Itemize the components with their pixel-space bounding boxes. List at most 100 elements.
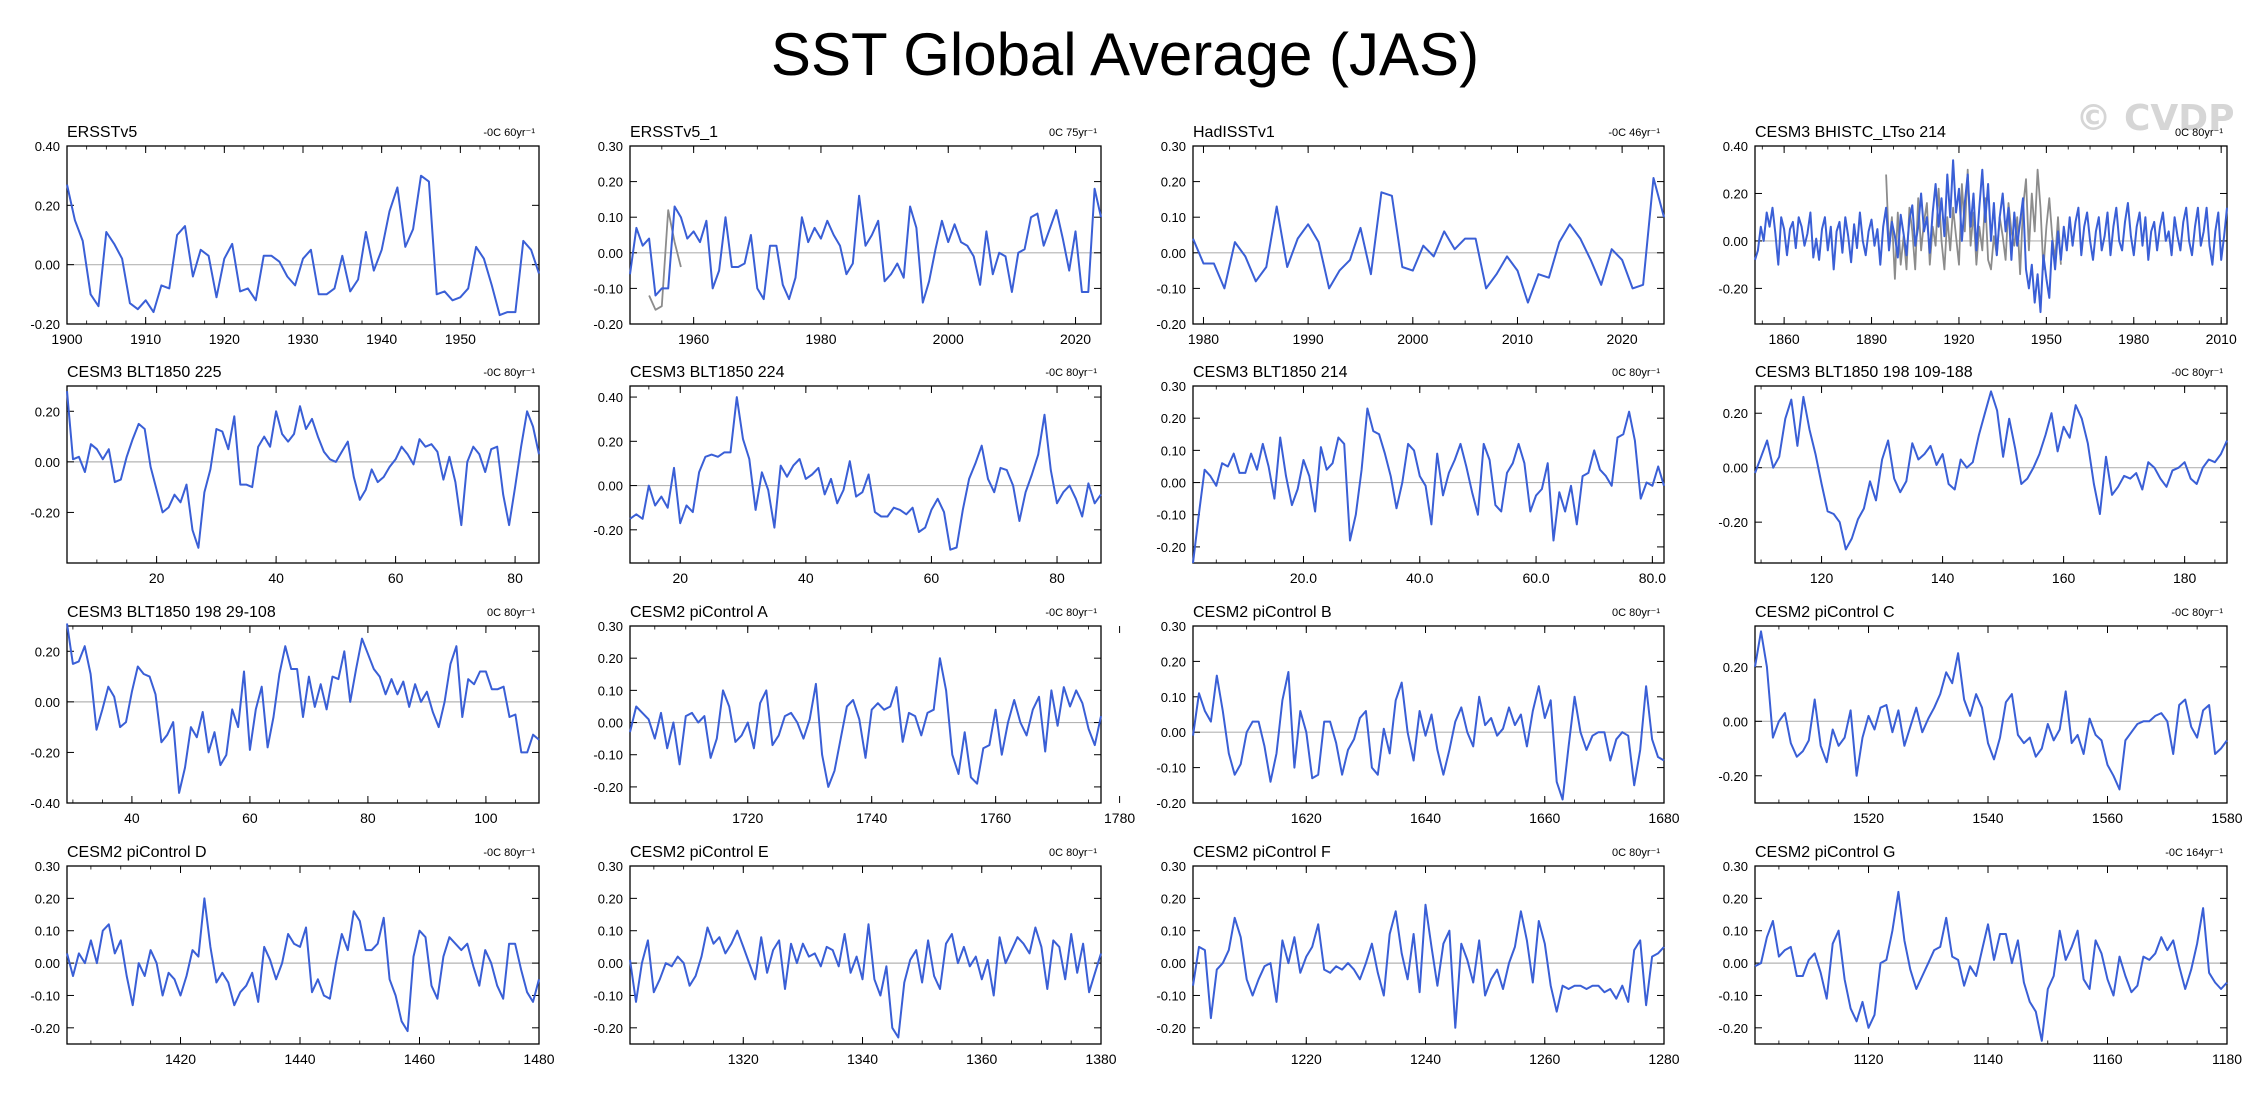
plot-frame (629, 625, 1102, 804)
y-tick-label: 0.10 (1161, 210, 1186, 225)
series-line (1754, 890, 2228, 1042)
y-tick-label: -0.10 (593, 281, 623, 296)
x-tick-label: 2010 (1502, 331, 1533, 347)
y-tick-label: -0.20 (1718, 281, 1748, 296)
panel-trend-label: 0C 80yr⁻¹ (1612, 367, 1660, 379)
plot-frame (1754, 625, 2228, 804)
x-tick-label: 2000 (1397, 331, 1428, 347)
y-tick-label: 0.20 (1161, 654, 1186, 669)
y-tick-label: 0.00 (1161, 246, 1186, 261)
y-tick-label: 0.30 (35, 859, 60, 874)
x-tick-label: 1960 (678, 331, 709, 347)
y-tick-label: 0.20 (598, 434, 623, 449)
y-tick-label: 0.00 (35, 455, 60, 470)
y-tick-label: -0.20 (30, 745, 60, 760)
x-tick-label: 60 (388, 570, 404, 586)
panel-title: CESM2 piControl C (1755, 604, 1895, 621)
x-tick-label: 60 (242, 810, 258, 826)
series-line (66, 897, 540, 1033)
panel-trend-label: -0C 80yr⁻¹ (2171, 607, 2223, 619)
panel-grid: ERSSTv5 -0C 60yr⁻¹ -0.20 0.00 0.20 0.40 1900 19… (30, 124, 2242, 1067)
x-tick-label: 1620 (1291, 810, 1322, 826)
y-tick-label: -0.20 (1156, 540, 1186, 555)
y-tick-label: 0.20 (1161, 411, 1186, 426)
y-tick-label: 0.20 (1723, 186, 1748, 201)
y-tick-label: 0.20 (598, 651, 623, 666)
y-tick-label: -0.10 (593, 988, 623, 1003)
y-tick-label: -0.20 (30, 317, 60, 332)
x-tick-label: 1950 (2031, 331, 2062, 347)
plot-frame (1754, 865, 2228, 1045)
y-tick-label: -0.10 (1718, 988, 1748, 1003)
plot-frame (1754, 385, 2228, 564)
panel-title: CESM2 piControl B (1193, 604, 1332, 621)
series-line (629, 923, 1102, 1039)
panel-4: CESM3 BHISTC_LTso 214 0C 80yr⁻¹ -0.20 0.00 0… (1718, 124, 2237, 347)
x-tick-label: 1440 (284, 1051, 315, 1067)
y-tick-label: 0.20 (35, 891, 60, 906)
y-tick-label: 0.00 (1723, 956, 1748, 971)
y-tick-label: 0.10 (35, 924, 60, 939)
panel-15: CESM2 piControl F 0C 80yr⁻¹ -0.20 -0.10 0.00… (1156, 844, 1679, 1067)
y-tick-label: 0.40 (1723, 139, 1748, 154)
y-tick-label: 0.20 (35, 404, 60, 419)
y-tick-label: -0.10 (1156, 988, 1186, 1003)
y-tick-label: 0.00 (598, 956, 623, 971)
panel-title: ERSSTv5_1 (630, 124, 718, 141)
y-tick-label: -0.20 (1156, 1021, 1186, 1036)
x-tick-label: 40 (124, 810, 140, 826)
panel-trend-label: 0C 80yr⁻¹ (1612, 607, 1660, 619)
x-tick-label: 1980 (2118, 331, 2149, 347)
y-tick-label: 0.30 (1161, 139, 1186, 154)
x-tick-label: 1780 (1104, 810, 1135, 826)
panel-title: CESM3 BLT1850 225 (67, 364, 222, 381)
y-tick-label: 0.20 (598, 175, 623, 190)
x-tick-label: 160 (2052, 570, 2076, 586)
series-line (1192, 177, 1665, 304)
panel-5: CESM3 BLT1850 225 -0C 80yr⁻¹ -0.20 0.00 0.20… (30, 364, 540, 586)
panel-trend-label: -0C 80yr⁻¹ (1045, 367, 1097, 379)
x-tick-label: 20 (672, 570, 688, 586)
x-tick-label: 1920 (209, 331, 240, 347)
panel-12: CESM2 piControl C -0C 80yr⁻¹ -0.20 0.00 0.20… (1718, 604, 2242, 826)
plot-frame (1192, 385, 1665, 564)
series-line (66, 391, 540, 549)
y-tick-label: -0.20 (30, 1021, 60, 1036)
y-tick-label: 0.00 (35, 956, 60, 971)
x-tick-label: 1240 (1410, 1051, 1441, 1067)
x-tick-label: 60 (924, 570, 940, 586)
x-tick-label: 1760 (980, 810, 1011, 826)
x-tick-label: 40 (268, 570, 284, 586)
x-tick-label: 1990 (1293, 331, 1324, 347)
y-tick-label: 0.00 (1161, 956, 1186, 971)
x-tick-label: 20.0 (1290, 570, 1317, 586)
panel-title: CESM2 piControl G (1755, 844, 1896, 861)
series-line (1754, 159, 2228, 314)
y-tick-label: 0.20 (1723, 891, 1748, 906)
y-tick-label: -0.20 (593, 780, 623, 795)
x-tick-label: 1560 (2092, 810, 2123, 826)
y-tick-label: 0.40 (35, 139, 60, 154)
y-tick-label: 0.00 (598, 246, 623, 261)
x-tick-label: 80 (1049, 570, 1065, 586)
x-tick-label: 1910 (130, 331, 161, 347)
x-tick-label: 1950 (445, 331, 476, 347)
panel-title: CESM2 piControl A (630, 604, 768, 621)
x-tick-label: 1660 (1529, 810, 1560, 826)
y-tick-label: -0.20 (1718, 1021, 1748, 1036)
figure-title: SST Global Average (JAS) (771, 21, 1479, 88)
panel-trend-label: 0C 80yr⁻¹ (1049, 847, 1097, 859)
watermark-text: © CVDP (2075, 98, 2234, 139)
y-tick-label: 0.30 (1723, 859, 1748, 874)
panel-title: CESM3 BLT1850 214 (1193, 364, 1348, 381)
y-tick-label: 0.00 (1723, 461, 1748, 476)
plot-frame (629, 385, 1102, 564)
x-tick-label: 1120 (1853, 1051, 1883, 1067)
y-tick-label: -0.20 (593, 317, 623, 332)
y-tick-label: 0.30 (598, 139, 623, 154)
x-tick-label: 1460 (404, 1051, 435, 1067)
y-tick-label: -0.10 (1156, 508, 1186, 523)
y-tick-label: -0.40 (30, 796, 60, 811)
y-tick-label: -0.10 (1156, 281, 1186, 296)
